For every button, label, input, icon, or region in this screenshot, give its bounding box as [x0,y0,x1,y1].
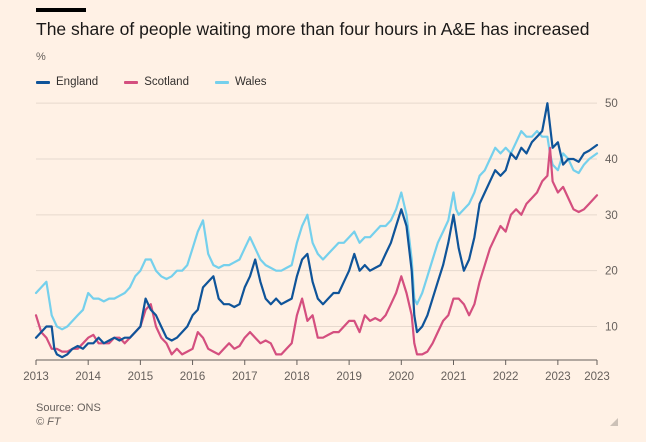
x-tick-label-4: 2017 [232,371,258,383]
x-tick-label-3: 2016 [180,371,206,383]
x-tick-label-1: 2014 [75,371,101,383]
y-tick-label-10: 10 [605,322,618,334]
source-note: Source: ONS © FT [36,401,101,429]
x-tick-label-5: 2018 [284,371,310,383]
x-tick-label-2: 2015 [128,371,154,383]
x-tick-label-8: 2021 [441,371,467,383]
y-tick-label-50: 50 [605,98,618,110]
legend-label-scotland: Scotland [144,76,189,88]
x-tick-label-6: 2019 [336,371,362,383]
legend-label-wales: Wales [234,76,267,88]
legend-swatch-scotland [124,80,139,84]
top-rule [36,8,86,12]
x-tick-label-0: 2013 [23,371,49,383]
source-text: Source: ONS [36,402,101,414]
y-tick-label-40: 40 [605,154,618,166]
x-tick-label-7: 2020 [389,371,415,383]
y-tick-label-20: 20 [605,266,618,278]
y-axis-unit: % [36,51,46,63]
legend-label-england: England [56,76,99,88]
ft-credit: © FT [36,416,61,428]
x-tick-label-11: 2023 [584,371,610,383]
series-line-wales [34,130,599,331]
legend-swatch-england [36,80,50,84]
legend-item-scotland: Scotland [124,76,189,88]
chart-title: The share of people waiting more than fo… [36,19,590,39]
legend-swatch-wales [214,80,229,84]
x-tick-label-10: 2023 [545,371,571,383]
chart-legend: England Scotland Wales [36,76,267,88]
legend-item-england: England [36,76,98,88]
x-tick-label-9: 2022 [493,371,519,383]
resize-handle-icon [610,418,618,426]
y-tick-label-30: 30 [605,210,618,222]
series-line-england [34,102,599,359]
legend-item-wales: Wales [214,76,267,88]
